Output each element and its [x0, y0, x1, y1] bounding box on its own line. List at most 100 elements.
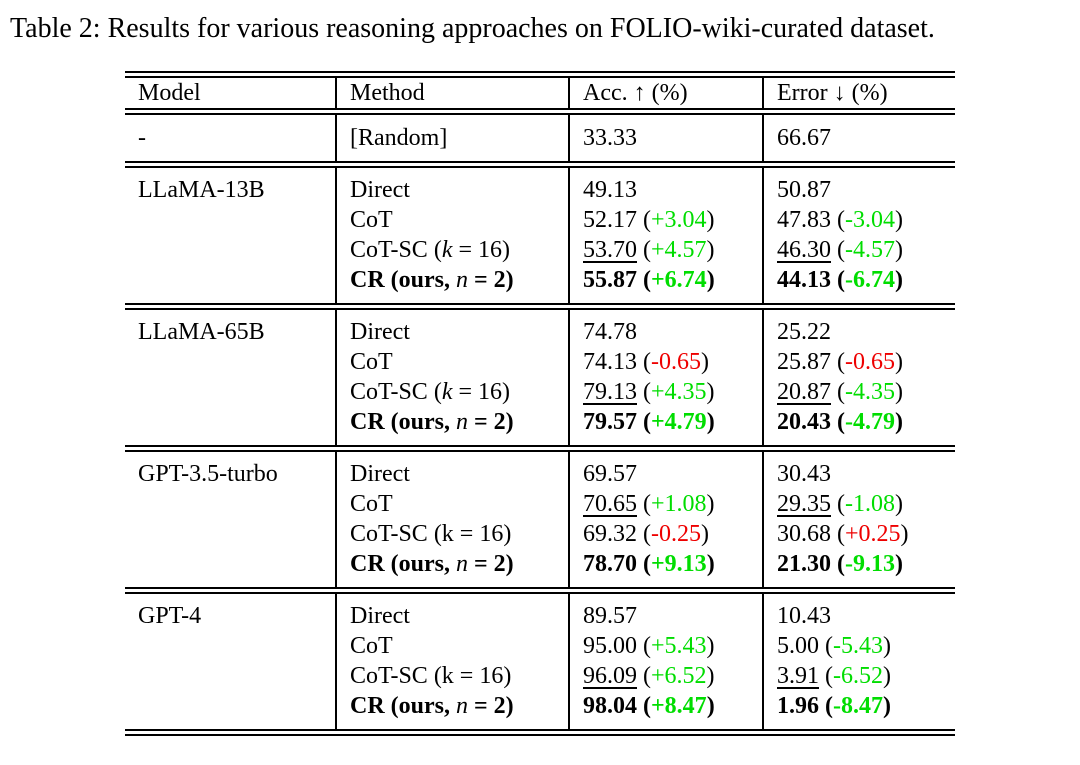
error-cell: 20.43 (-4.79) — [762, 407, 955, 449]
table-row: CR (ours, n = 2) 78.70 (+9.13) 21.30 (-9.1… — [125, 549, 955, 591]
method-label-part: = 2) — [468, 267, 514, 293]
error-cell: 3.91 (-6.52) — [762, 661, 955, 691]
error-cell: 25.87 (-0.65) — [762, 347, 955, 377]
metric-delta: +4.57 — [651, 237, 707, 263]
metric-delta: -1.08 — [845, 491, 895, 517]
metric-value: 30.43 — [777, 461, 831, 487]
method-label-part: CoT-SC (k = 16) — [350, 521, 512, 547]
metric-value: 1.96 — [777, 693, 819, 719]
method-label-part: CR (ours, — [350, 409, 456, 435]
col-header-error: Error ↓ (%) — [762, 74, 955, 112]
metric-delta: +1.08 — [651, 491, 707, 517]
method-label-part: CR (ours, — [350, 551, 456, 577]
metric-value: 49.13 — [583, 177, 637, 203]
metric-delta: -9.13 — [845, 551, 895, 577]
metric-delta-wrap: (-4.35) — [831, 379, 903, 405]
error-cell: 47.83 (-3.04) — [762, 205, 955, 235]
metric-value: 66.67 — [777, 125, 831, 151]
table-row: GPT-4 Direct 89.57 10.43 — [125, 590, 955, 631]
metric-value: 21.30 — [777, 551, 831, 577]
metric-value: 96.09 — [583, 663, 637, 689]
metric-delta: +0.25 — [845, 521, 901, 547]
metric-value: 47.83 — [777, 207, 831, 233]
accuracy-cell: 55.87 (+6.74) — [568, 265, 763, 307]
col-header-method: Method — [335, 74, 569, 112]
table-row: CoT-SC (k = 16) 96.09 (+6.52) 3.91 (-6.52) — [125, 661, 955, 691]
baseline-section: - [Random] 33.33 66.67 — [125, 111, 955, 165]
accuracy-cell: 53.70 (+4.57) — [568, 235, 763, 265]
metric-value: 20.87 — [777, 379, 831, 405]
accuracy-cell: 98.04 (+8.47) — [568, 691, 763, 733]
method-label-part: CoT-SC ( — [350, 237, 442, 263]
metric-delta-wrap: (-1.08) — [831, 491, 903, 517]
table-caption: Table 2: Results for various reasoning a… — [10, 13, 935, 44]
model-name: GPT-4 — [138, 603, 202, 629]
metric-delta: -6.74 — [845, 267, 895, 293]
metric-delta-wrap: (-0.25) — [637, 521, 709, 547]
method-cell: CoT-SC (k = 16) — [335, 661, 569, 691]
accuracy-cell: 49.13 — [568, 164, 763, 205]
method-label-part: n — [456, 267, 468, 293]
metric-value: 89.57 — [583, 603, 637, 629]
metric-delta-wrap: (-4.57) — [831, 237, 903, 263]
error-cell: 20.87 (-4.35) — [762, 377, 955, 407]
method-cell: Direct — [335, 164, 569, 205]
error-cell: 30.68 (+0.25) — [762, 519, 955, 549]
metric-delta-wrap: (-4.79) — [831, 409, 903, 435]
metric-value: 46.30 — [777, 237, 831, 263]
error-cell: 30.43 — [762, 448, 955, 489]
metric-delta-wrap: (-0.65) — [637, 349, 709, 375]
method-label-part: n — [456, 409, 468, 435]
metric-value: 52.17 — [583, 207, 637, 233]
method-cell: CR (ours, n = 2) — [335, 549, 569, 591]
model-name: GPT-3.5-turbo — [138, 461, 278, 487]
table-row: LLaMA-65B Direct 74.78 25.22 — [125, 306, 955, 347]
table-row: CoT 70.65 (+1.08) 29.35 (-1.08) — [125, 489, 955, 519]
metric-delta: -4.57 — [845, 237, 895, 263]
method-label-part: Direct — [350, 603, 410, 629]
table-row: LLaMA-13B Direct 49.13 50.87 — [125, 164, 955, 205]
metric-value: 69.57 — [583, 461, 637, 487]
metric-delta: -0.65 — [651, 349, 701, 375]
metric-value: 50.87 — [777, 177, 831, 203]
accuracy-cell: 74.78 — [568, 306, 763, 347]
model-group: LLaMA-13B Direct 49.13 50.87 CoT 52.17 (+3.04… — [125, 164, 955, 307]
method-cell: CoT — [335, 489, 569, 519]
method-label-part: k — [441, 237, 453, 263]
results-table-container: Model Method Acc. ↑ (%) Error ↓ (%) - [Ra… — [125, 71, 955, 736]
metric-value: 44.13 — [777, 267, 831, 293]
metric-delta: +5.43 — [651, 633, 707, 659]
metric-value: 78.70 — [583, 551, 637, 577]
method-cell: Direct — [335, 590, 569, 631]
metric-delta: -8.47 — [833, 693, 883, 719]
method-cell: CoT — [335, 631, 569, 661]
metric-delta-wrap: (-0.65) — [831, 349, 903, 375]
method-label-part: n — [456, 693, 468, 719]
error-cell: 10.43 — [762, 590, 955, 631]
metric-value: 69.32 — [583, 521, 637, 547]
table-row: CR (ours, n = 2) 55.87 (+6.74) 44.13 (-6.7… — [125, 265, 955, 307]
metric-delta: +4.35 — [651, 379, 707, 405]
metric-delta: +6.74 — [651, 267, 707, 293]
metric-value: 3.91 — [777, 663, 819, 689]
method-cell: CR (ours, n = 2) — [335, 407, 569, 449]
method-cell: CoT — [335, 205, 569, 235]
table-row: CoT 52.17 (+3.04) 47.83 (-3.04) — [125, 205, 955, 235]
metric-delta: -6.52 — [833, 663, 883, 689]
error-cell: 25.22 — [762, 306, 955, 347]
model-group: GPT-4 Direct 89.57 10.43 CoT 95.00 (+5.43) 5.0… — [125, 590, 955, 733]
results-table: Model Method Acc. ↑ (%) Error ↓ (%) - [Ra… — [125, 71, 955, 736]
metric-delta-wrap: (+9.13) — [637, 551, 715, 577]
metric-value: 95.00 — [583, 633, 637, 659]
metric-value: 33.33 — [583, 125, 637, 151]
metric-delta: +6.52 — [651, 663, 707, 689]
method-label-part: CoT — [350, 491, 393, 517]
method-label-part: [Random] — [350, 125, 448, 151]
metric-value: 53.70 — [583, 237, 637, 263]
accuracy-cell: 70.65 (+1.08) — [568, 489, 763, 519]
method-cell: CoT-SC (k = 16) — [335, 519, 569, 549]
metric-delta-wrap: (-5.43) — [819, 633, 891, 659]
method-cell: CoT-SC (k = 16) — [335, 235, 569, 265]
metric-delta: +8.47 — [651, 693, 707, 719]
accuracy-cell: 52.17 (+3.04) — [568, 205, 763, 235]
